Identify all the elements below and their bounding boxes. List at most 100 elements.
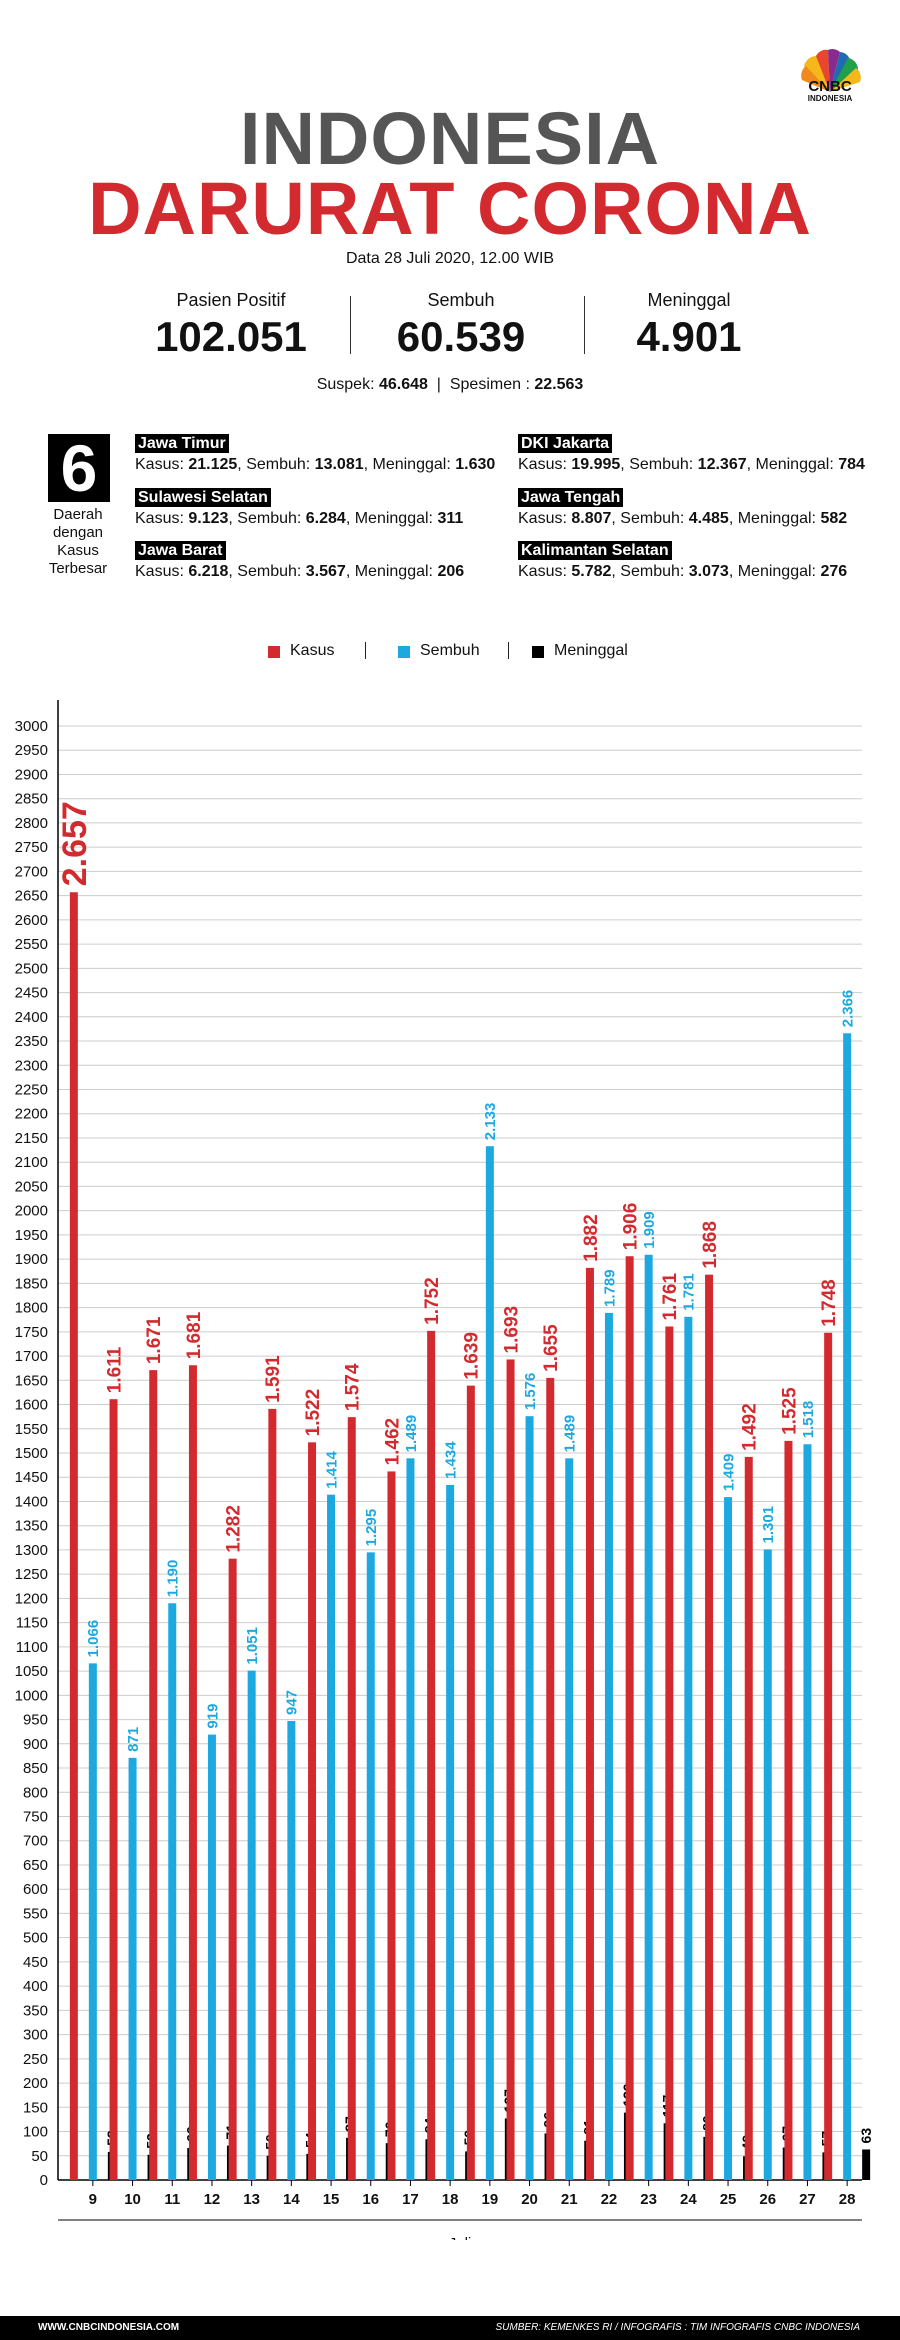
y-tick-label: 1450	[15, 1469, 48, 1486]
y-tick-label: 400	[23, 1978, 48, 1995]
y-tick-label: 2800	[15, 815, 48, 832]
meninggal-label: , Meninggal:	[345, 563, 438, 580]
y-tick-label: 1850	[15, 1275, 48, 1292]
suspek-sep: |	[436, 376, 441, 393]
y-tick-label: 1000	[15, 1687, 48, 1704]
kasus-label: Kasus:	[135, 510, 189, 527]
bar-kasus	[228, 1558, 237, 2180]
sembuh-value: 4.485	[688, 510, 729, 527]
x-tick-label: 27	[799, 2191, 816, 2208]
meninggal-value: 311	[437, 510, 464, 527]
meninggal-label: , Meninggal:	[746, 456, 839, 473]
y-tick-label: 3000	[15, 718, 48, 735]
sembuh-label: , Sembuh:	[228, 563, 306, 580]
y-tick-label: 1350	[15, 1518, 48, 1535]
y-tick-label: 1100	[16, 1639, 48, 1656]
region-name: Kalimantan Selatan	[518, 541, 672, 560]
bar-sembuh	[247, 1670, 256, 2180]
data-label-sembuh: 1.909	[641, 1211, 658, 1249]
bar-sembuh	[485, 1146, 494, 2180]
region-4: Jawa Tengah Kasus: 8.807, Sembuh: 4.485, …	[518, 488, 847, 528]
legend-swatch-kasus	[268, 646, 280, 658]
brand-name: CNBC	[808, 78, 852, 95]
data-label-kasus: 1.282	[223, 1505, 244, 1553]
region-name: DKI Jakarta	[518, 434, 613, 453]
region-5: Kalimantan Selatan Kasus: 5.782, Sembuh: …	[518, 541, 847, 581]
kasus-value: 9.123	[188, 510, 229, 527]
y-tick-label: 500	[23, 1930, 48, 1947]
data-label-kasus: 1.671	[144, 1316, 165, 1364]
data-label-kasus: 1.462	[382, 1418, 403, 1466]
y-tick-label: 2600	[15, 912, 48, 929]
stat-label: Sembuh	[427, 290, 495, 310]
data-label-kasus: 1.882	[581, 1214, 602, 1262]
y-tick-label: 1550	[15, 1421, 48, 1438]
y-tick-label: 650	[23, 1857, 48, 1874]
stat-meninggal: Meninggal 4.901	[589, 290, 789, 361]
sembuh-value: 3.567	[305, 563, 346, 580]
data-label-kasus: 1.681	[184, 1311, 205, 1359]
sembuh-label: , Sembuh:	[611, 510, 689, 527]
y-tick-label: 1300	[15, 1542, 48, 1559]
region-detail: Kasus: 8.807, Sembuh: 4.485, Meninggal: …	[518, 509, 847, 528]
y-tick-label: 600	[23, 1881, 48, 1898]
stat-label: Meninggal	[647, 290, 731, 310]
data-label-kasus: 1.655	[541, 1324, 562, 1372]
x-tick-label: 20	[521, 2191, 538, 2208]
y-tick-label: 1200	[15, 1590, 48, 1607]
y-tick-label: 1800	[15, 1300, 48, 1317]
data-label-sembuh: 919	[204, 1704, 221, 1729]
bar-sembuh	[287, 1721, 296, 2180]
stat-value: 102.051	[155, 313, 307, 360]
y-tick-label: 0	[40, 2172, 48, 2189]
bar-kasus	[149, 1370, 158, 2180]
data-label-sembuh: 871	[125, 1727, 142, 1752]
kasus-label: Kasus:	[135, 563, 189, 580]
meninggal-value: 582	[820, 510, 848, 527]
y-tick-label: 1750	[15, 1324, 48, 1341]
data-label-kasus: 1.868	[700, 1221, 721, 1269]
y-tick-label: 900	[23, 1736, 48, 1753]
region-name: Jawa Barat	[135, 541, 226, 560]
x-axis-title: Juli	[449, 2235, 472, 2240]
bar-kasus	[824, 1332, 833, 2180]
y-tick-label: 1150	[16, 1615, 48, 1632]
stat-positif: Pasien Positif 102.051	[131, 290, 331, 361]
y-tick-label: 2050	[15, 1178, 48, 1195]
bar-kasus	[268, 1408, 277, 2180]
y-tick-label: 150	[23, 2099, 48, 2116]
x-tick-label: 13	[243, 2191, 260, 2208]
suspek-label: Suspek:	[316, 376, 375, 393]
spesimen-value: 22.563	[534, 376, 584, 393]
bar-sembuh	[684, 1316, 693, 2180]
data-label-kasus: 1.752	[422, 1277, 443, 1325]
region-detail: Kasus: 6.218, Sembuh: 3.567, Meninggal: …	[135, 562, 464, 581]
y-tick-label: 2350	[15, 1033, 48, 1050]
y-tick-label: 200	[23, 2075, 48, 2092]
stat-label: Pasien Positif	[176, 290, 286, 310]
x-tick-label: 10	[124, 2191, 141, 2208]
bar-kasus	[188, 1365, 197, 2180]
spesimen-label: Spesimen :	[449, 376, 530, 393]
y-tick-label: 2550	[15, 936, 48, 953]
kasus-value: 5.782	[571, 563, 612, 580]
bar-chart: 0 50 100 150 200 250 300 350 400 450 500 550 600 650 7…	[15, 700, 874, 2240]
stat-value: 60.539	[396, 313, 526, 360]
bar-sembuh	[803, 1444, 812, 2180]
bar-sembuh	[604, 1312, 613, 2180]
data-label-sembuh: 1.434	[443, 1441, 460, 1479]
y-tick-label: 2650	[15, 888, 48, 905]
y-tick-label: 2700	[15, 863, 48, 880]
x-tick-label: 15	[323, 2191, 340, 2208]
kasus-label: Kasus:	[518, 563, 572, 580]
caption-line: dengan	[52, 524, 104, 541]
region-name: Jawa Timur	[135, 434, 229, 453]
data-label-kasus: 1.761	[660, 1273, 681, 1321]
y-tick-label: 800	[23, 1784, 48, 1801]
data-label-kasus: 1.906	[620, 1203, 641, 1251]
bar-meninggal	[862, 2149, 871, 2180]
x-tick-label: 11	[164, 2191, 180, 2208]
meninggal-value: 784	[838, 456, 865, 473]
x-tick-label: 28	[839, 2191, 856, 2208]
page-title-line1: INDONESIA	[239, 97, 661, 180]
